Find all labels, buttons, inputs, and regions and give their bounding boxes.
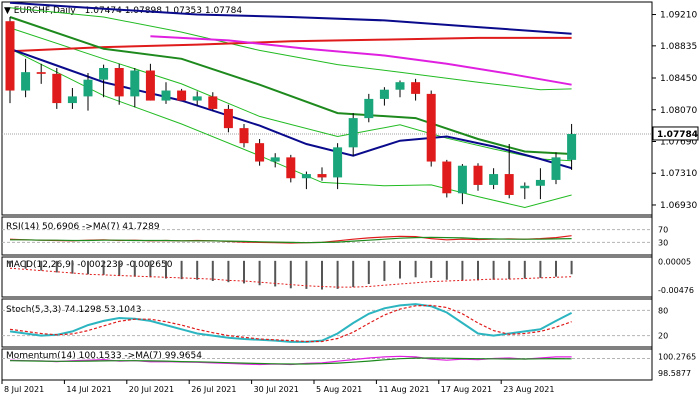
candle-body: [473, 165, 483, 185]
last-price-label: 1.07784: [657, 130, 698, 140]
candle-body: [411, 82, 421, 94]
candle-body: [208, 96, 218, 109]
macd-title: MACD(12,26,9) -0.002239 -0.002650: [6, 260, 173, 270]
candle-body: [317, 174, 327, 178]
candle-body: [21, 72, 31, 91]
candle-body: [99, 67, 109, 80]
candle-body: [255, 143, 265, 162]
candle-body: [489, 174, 499, 185]
candle-body: [504, 174, 514, 195]
price-tick-label: 1.06930: [660, 201, 697, 211]
date-tick-label: 20 Jul 2021: [129, 385, 174, 394]
price-tick-label: 1.07690: [660, 137, 697, 147]
date-tick-label: 5 Aug 2021: [316, 385, 362, 394]
moving-average-line: [9, 47, 572, 170]
indicator-series-line: [10, 236, 572, 244]
bollinger-band-line: [9, 48, 572, 209]
ohlc-values: 1.07474 1.07898 1.07353 1.07784: [85, 6, 243, 16]
macd-signal-line: [9, 267, 572, 288]
candle-body: [442, 161, 452, 194]
indicator-series-line: [9, 303, 573, 343]
candle-body: [286, 157, 296, 179]
candle-body: [457, 165, 467, 194]
momentum-tick-label: 100.2765: [658, 353, 696, 362]
candle-body: [52, 73, 62, 104]
candle-body: [130, 70, 140, 97]
candle-body: [395, 82, 405, 90]
moving-average-line: [9, 1, 572, 35]
candle-body: [364, 98, 374, 119]
macd-tick-label: -0.00476: [658, 286, 694, 295]
candle-body: [551, 157, 561, 180]
candle-body: [333, 147, 343, 178]
stoch-tick-label: 20: [658, 332, 668, 341]
price-tick-label: 1.08835: [660, 42, 697, 52]
moving-average-line: [150, 35, 572, 86]
rsi-title: RSI(14) 50.6906 ->MA(7) 41.7289: [6, 222, 160, 232]
candle-body: [348, 118, 358, 148]
candle-body: [567, 133, 577, 160]
bollinger-band-line: [9, 7, 572, 91]
candle-body: [379, 89, 389, 99]
stoch-tick-label: 80: [658, 306, 668, 315]
candle-body: [301, 174, 311, 179]
candle-body: [426, 93, 436, 162]
date-tick-label: 11 Aug 2021: [378, 385, 429, 394]
price-tick-label: 1.08450: [660, 74, 697, 84]
candle-body: [239, 128, 249, 144]
candle-body: [67, 96, 77, 104]
date-tick-label: 17 Aug 2021: [441, 385, 492, 394]
price-tick-label: 1.09210: [660, 11, 697, 21]
candle-body: [36, 72, 46, 74]
candle-body: [270, 157, 280, 162]
rsi-tick-label: 30: [658, 238, 668, 247]
momentum-title: Momentum(14) 100.1533 ->MA(7) 99.9654: [6, 351, 202, 361]
date-tick-label: 23 Aug 2021: [503, 385, 554, 394]
date-tick-label: 8 Jul 2021: [4, 385, 44, 394]
candle-body: [83, 79, 93, 97]
price-tick-label: 1.07310: [660, 169, 697, 179]
macd-tick-label: 0.00005: [658, 258, 691, 267]
date-tick-label: 26 Jul 2021: [191, 385, 236, 394]
price-tick-label: 1.08070: [660, 106, 697, 116]
bollinger-band-line: [9, 27, 572, 162]
rsi-tick-label: 70: [658, 226, 668, 235]
date-tick-label: 14 Jul 2021: [66, 385, 111, 394]
candle-body: [177, 90, 187, 101]
candle-body: [161, 90, 171, 101]
indicator-series-line: [9, 357, 572, 365]
candle-body: [145, 70, 155, 101]
last-price-box: [652, 126, 699, 141]
moving-average-line: [9, 36, 572, 53]
candle-body: [192, 96, 202, 101]
candle-body: [520, 185, 530, 189]
candle-body: [5, 21, 15, 91]
candle-body: [223, 108, 233, 129]
date-tick-label: 30 Jul 2021: [254, 385, 299, 394]
collapse-triangle-icon: ▼: [4, 6, 11, 16]
candle-body: [114, 67, 124, 97]
candle-body: [535, 179, 545, 186]
momentum-tick-label: 98.5877: [658, 369, 691, 378]
